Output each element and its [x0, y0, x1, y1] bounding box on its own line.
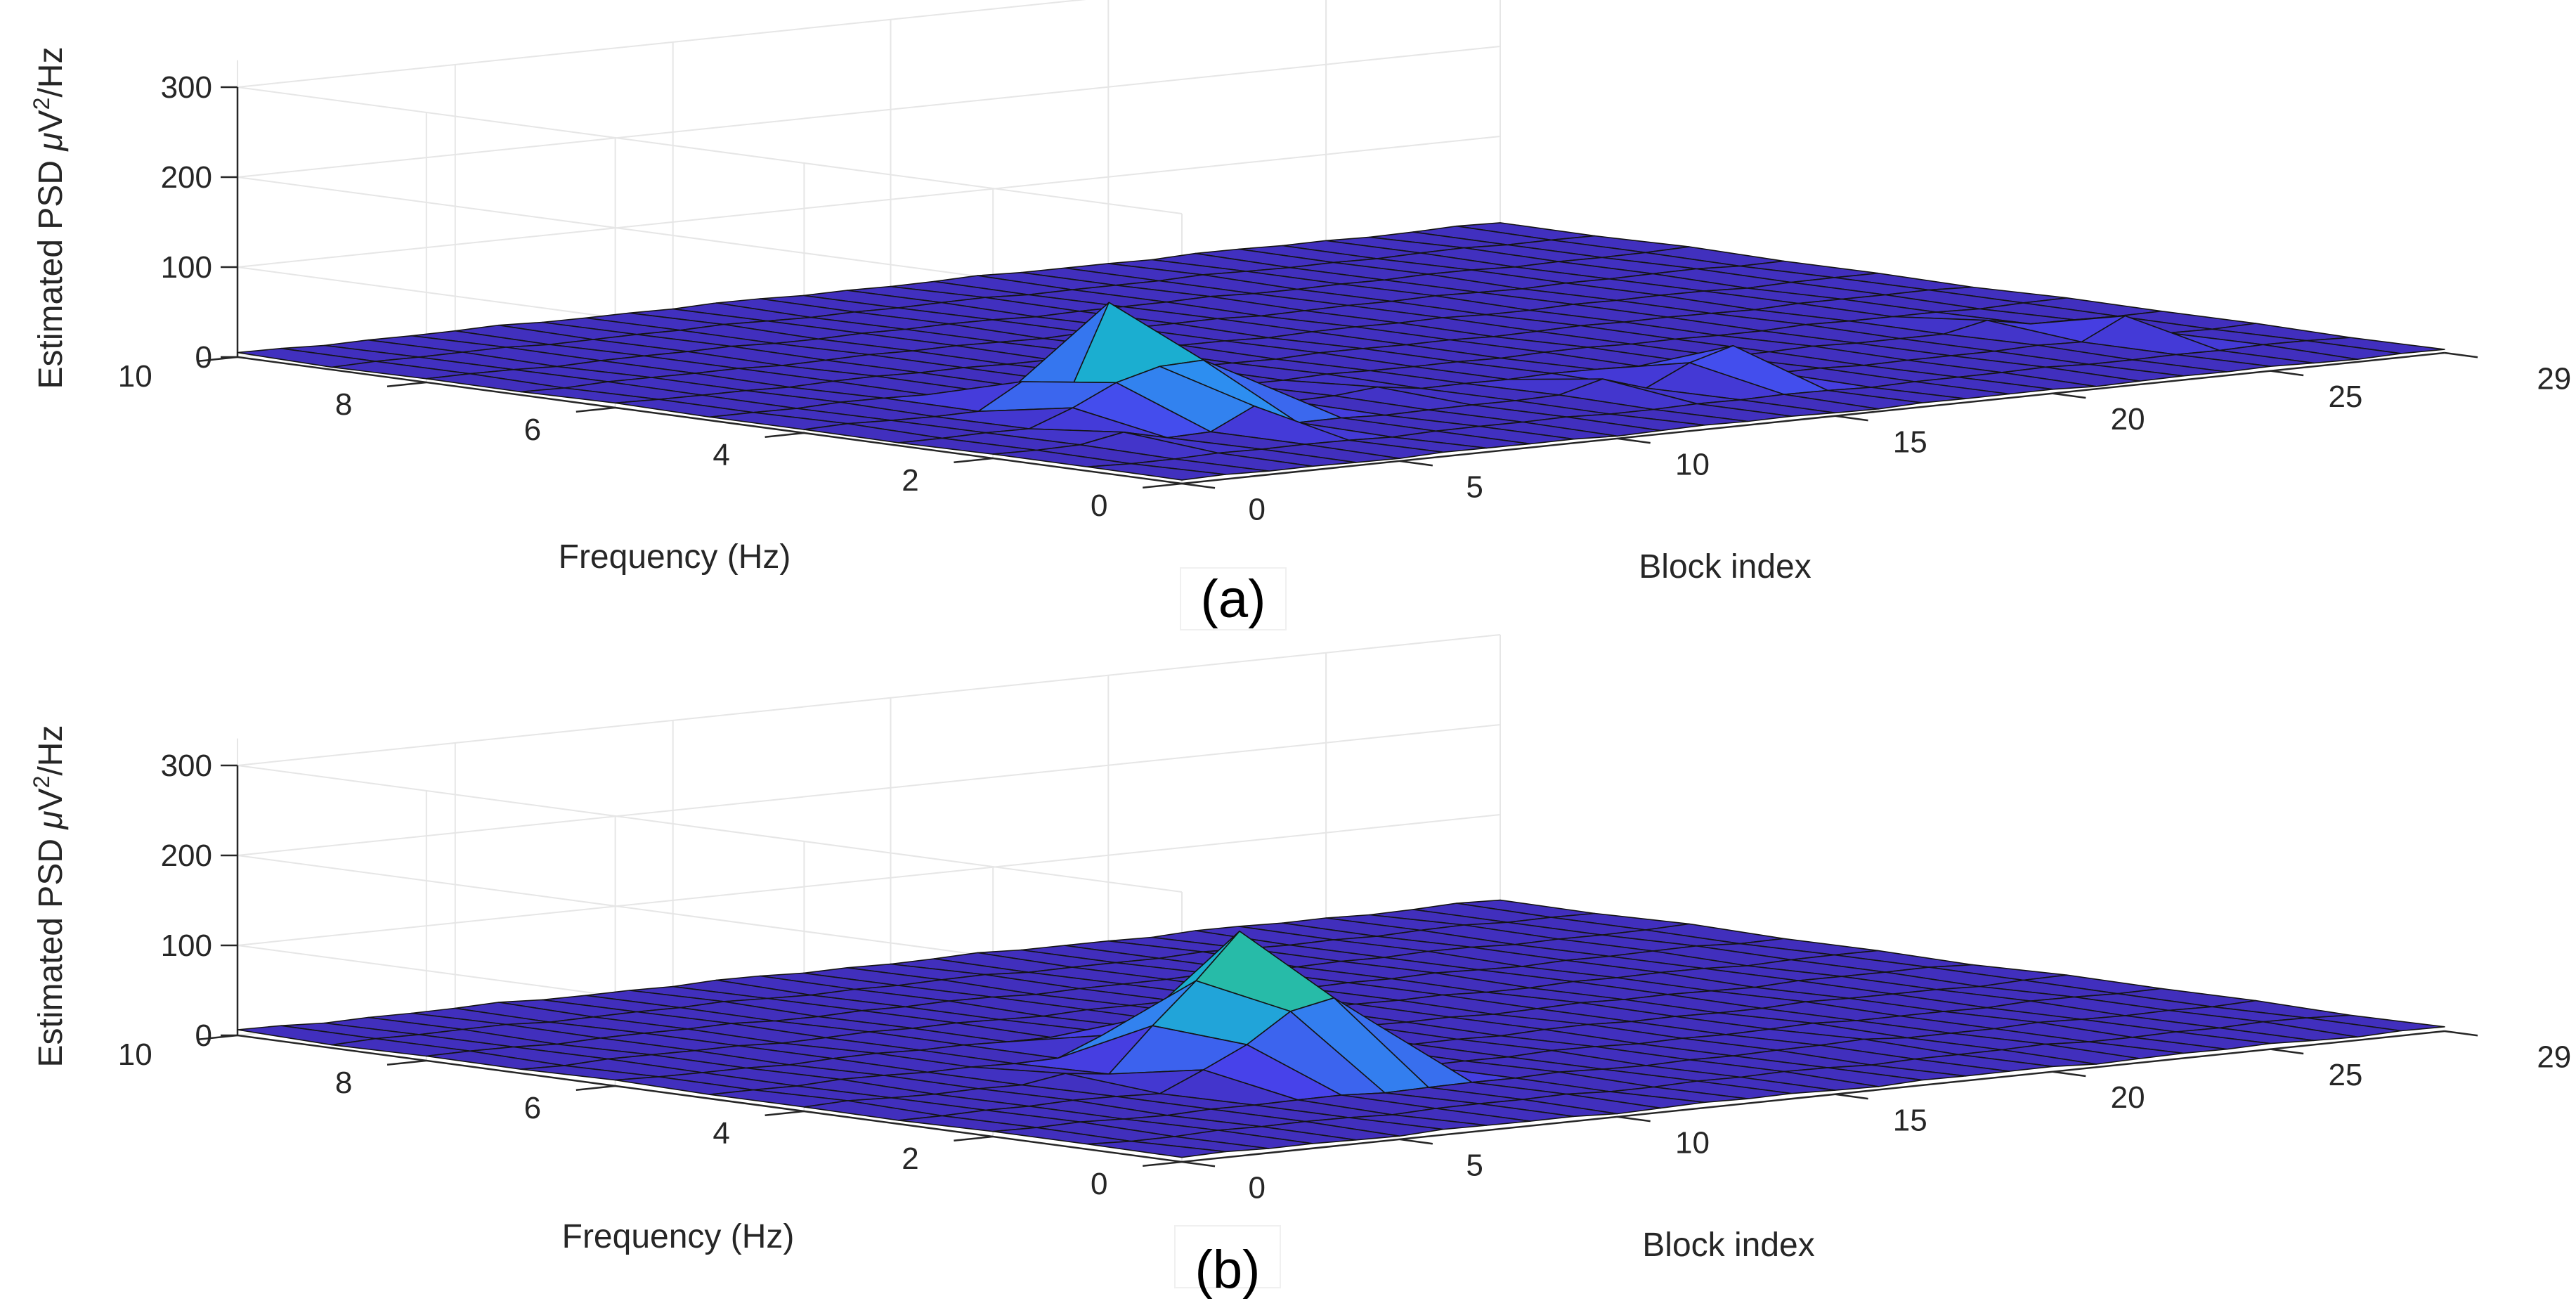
panel-label-b-box	[1174, 1225, 1281, 1288]
surface-a	[237, 222, 2445, 481]
y-tick-label: 0	[1091, 1167, 1107, 1201]
ylabel-a: Frequency (Hz)	[559, 538, 791, 576]
y-tick-label: 10	[118, 359, 152, 394]
zlabel-b-suffix: /Hz	[32, 725, 70, 776]
zlabel-b-mu: μ	[32, 810, 70, 830]
y-tick-mark	[954, 457, 994, 464]
y-tick-label: 4	[713, 438, 729, 472]
z-tick-label: 0	[195, 340, 212, 375]
zlabel-b: Estimated PSD μV2/Hz	[29, 725, 70, 1068]
y-tick-mark	[386, 381, 427, 388]
y-tick-label: 4	[713, 1116, 729, 1151]
x-tick-mark	[1617, 1115, 1651, 1123]
zlabel-a-sup: 2	[29, 98, 54, 110]
x-tick-mark	[2053, 392, 2086, 399]
z-tick-label: 200	[161, 160, 212, 195]
ylabel-b: Frequency (Hz)	[562, 1218, 795, 1255]
z-tick-label: 300	[161, 749, 212, 783]
y-axis-line	[237, 356, 1183, 485]
panel-label-b: (b)	[1195, 1240, 1261, 1300]
x-axis-line	[1181, 1030, 2445, 1163]
x-tick-label: 25	[2328, 380, 2362, 414]
x-tick-label: 29	[2537, 1040, 2571, 1075]
x-tick-mark	[1835, 415, 1868, 422]
y-tick-mark	[575, 406, 616, 413]
zlabel-a-mu: μ	[32, 132, 70, 152]
x-tick-mark	[1181, 482, 1216, 489]
x-tick-label: 0	[1249, 1171, 1266, 1205]
x-tick-mark	[1399, 460, 1433, 467]
y-axis-line	[237, 1034, 1183, 1163]
panel-label-a-box	[1180, 567, 1287, 630]
surface-b	[237, 899, 2445, 1158]
z-tick-label: 300	[161, 70, 212, 105]
x-tick-mark	[1835, 1093, 1868, 1100]
x-tick-label: 10	[1675, 1125, 1710, 1160]
z-tick-label: 0	[195, 1018, 212, 1053]
zlabel-a-suffix: /Hz	[32, 47, 70, 98]
x-tick-label: 10	[1675, 447, 1710, 481]
y-tick-label: 8	[335, 387, 352, 422]
zlabel-a: Estimated PSD μV2/Hz	[29, 47, 70, 389]
y-tick-label: 8	[335, 1066, 352, 1100]
axes-a	[236, 87, 2445, 485]
x-tick-mark	[2444, 351, 2478, 358]
x-tick-label: 20	[2111, 402, 2145, 436]
xlabel-a: Block index	[1639, 548, 1811, 586]
x-tick-label: 20	[2111, 1080, 2145, 1115]
surface-facet	[1086, 463, 1226, 481]
y-tick-label: 10	[118, 1037, 152, 1072]
y-tick-mark	[575, 1085, 616, 1092]
x-tick-label: 0	[1249, 493, 1266, 527]
zlabel-b-v: V	[32, 788, 70, 810]
x-tick-mark	[1181, 1160, 1216, 1168]
y-tick-label: 6	[524, 413, 541, 447]
y-tick-label: 2	[902, 1141, 918, 1176]
z-tick-label: 100	[161, 250, 212, 285]
x-tick-mark	[2270, 1048, 2304, 1055]
y-tick-mark	[765, 432, 805, 439]
xlabel-b: Block index	[1642, 1227, 1814, 1264]
y-tick-mark	[765, 1110, 805, 1117]
x-tick-label: 25	[2328, 1058, 2362, 1092]
y-tick-mark	[1143, 1160, 1183, 1168]
zlabel-b-sup: 2	[29, 776, 54, 789]
panel-label-a: (a)	[1201, 569, 1266, 629]
y-tick-label: 6	[524, 1091, 541, 1125]
zlabel-a-v: V	[32, 110, 70, 132]
x-tick-mark	[2053, 1071, 2086, 1078]
x-tick-mark	[1617, 437, 1651, 444]
x-tick-label: 15	[1893, 1103, 1927, 1137]
y-tick-label: 0	[1091, 489, 1107, 523]
z-tick-label: 100	[161, 929, 212, 963]
zlabel-b-prefix: Estimated PSD	[32, 829, 70, 1068]
y-tick-mark	[1143, 482, 1183, 489]
surface-facet	[1086, 1140, 1226, 1158]
x-tick-mark	[2270, 370, 2304, 377]
x-tick-label: 5	[1466, 470, 1483, 504]
y-tick-mark	[954, 1135, 994, 1142]
axes-b	[236, 765, 2445, 1163]
z-tick-label: 200	[161, 839, 212, 873]
x-tick-mark	[1399, 1138, 1433, 1145]
y-tick-mark	[386, 1059, 427, 1066]
x-axis-line	[1181, 351, 2445, 485]
x-tick-label: 5	[1466, 1148, 1483, 1182]
y-tick-label: 2	[902, 463, 918, 498]
x-tick-label: 29	[2537, 362, 2571, 396]
x-tick-mark	[2444, 1030, 2478, 1037]
zlabel-a-prefix: Estimated PSD	[32, 151, 70, 389]
x-tick-label: 15	[1893, 425, 1927, 459]
